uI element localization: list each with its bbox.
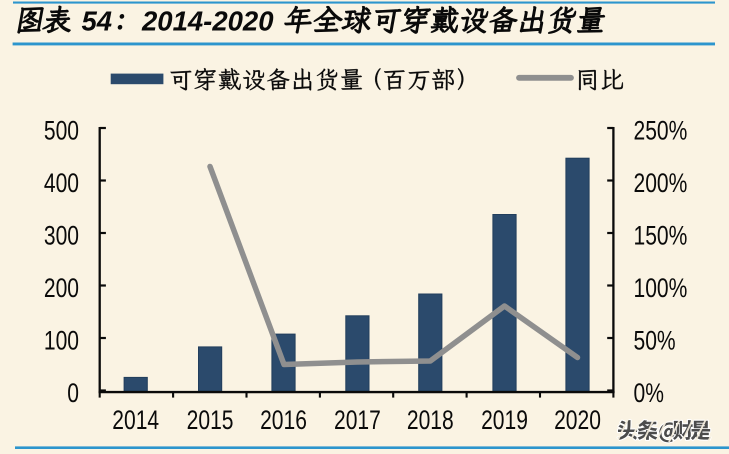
svg-text:250%: 250% [634,116,688,146]
svg-text:150%: 150% [634,221,688,251]
svg-text:200: 200 [44,273,79,303]
svg-text:2017: 2017 [334,406,381,436]
svg-text:0: 0 [67,378,79,408]
svg-text:2014: 2014 [112,406,159,436]
svg-text:2019: 2019 [481,406,528,436]
svg-text:2015: 2015 [187,406,234,436]
svg-text:2020: 2020 [554,406,601,436]
svg-text:300: 300 [44,221,79,251]
svg-text:54: 54 [82,5,113,36]
svg-text:200%: 200% [634,168,688,198]
svg-text:2014-2020: 2014-2020 [141,5,274,36]
svg-text:100%: 100% [634,273,688,303]
svg-text:500: 500 [44,116,79,146]
svg-text:0%: 0% [634,378,664,408]
svg-text:2016: 2016 [260,406,307,436]
svg-text:100: 100 [44,326,79,356]
svg-text:2018: 2018 [407,406,454,436]
svg-text:50%: 50% [634,326,676,356]
svg-text:400: 400 [44,168,79,198]
